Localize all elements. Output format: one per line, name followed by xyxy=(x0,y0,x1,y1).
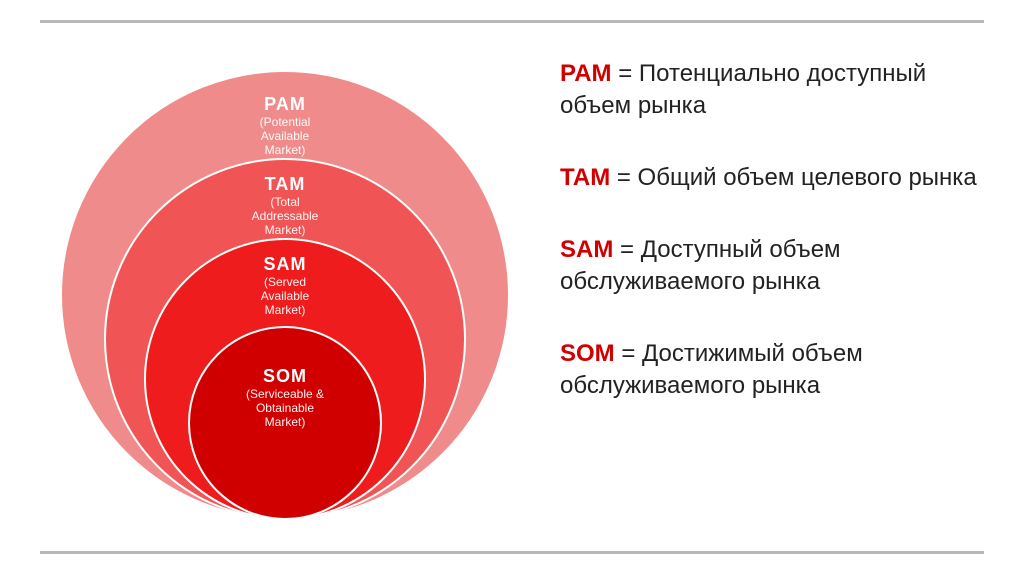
definition-pam: PAM = Потенциально доступный объем рынка xyxy=(560,58,984,122)
definition-som: SOM = Достижимый объем обслуживаемого ры… xyxy=(560,338,984,402)
definition-text-tam: = Общий объем целевого рынка xyxy=(610,164,976,191)
divider-bottom xyxy=(40,551,984,554)
circle-label-som: SOM(Serviceable &ObtainableMarket) xyxy=(190,366,380,429)
circle-acronym-tam: TAM xyxy=(106,174,464,195)
divider-top xyxy=(40,20,984,23)
circle-acronym-sam: SAM xyxy=(146,254,424,275)
circle-som: SOM(Serviceable &ObtainableMarket) xyxy=(188,326,382,520)
definition-tam: TAM = Общий объем целевого рынка xyxy=(560,162,984,194)
circle-label-tam: TAM(TotalAddressableMarket) xyxy=(106,174,464,237)
definition-acronym-sam: SAM xyxy=(560,236,613,263)
definition-sam: SAM = Доступный объем обслуживаемого рын… xyxy=(560,234,984,298)
circle-subtitle-pam: (PotentialAvailableMarket) xyxy=(62,115,508,157)
circle-subtitle-tam: (TotalAddressableMarket) xyxy=(106,195,464,237)
definitions-list: PAM = Потенциально доступный объем рынка… xyxy=(560,58,984,442)
definition-text-pam: = Потенциально доступный объем рынка xyxy=(560,60,926,119)
definition-acronym-tam: TAM xyxy=(560,164,610,191)
circle-subtitle-sam: (ServedAvailableMarket) xyxy=(146,275,424,317)
definition-acronym-pam: PAM xyxy=(560,60,612,87)
circle-subtitle-som: (Serviceable &ObtainableMarket) xyxy=(190,387,380,429)
circle-label-sam: SAM(ServedAvailableMarket) xyxy=(146,254,424,317)
market-circles-diagram: PAM(PotentialAvailableMarket) TAM(TotalAd… xyxy=(60,60,510,530)
circle-acronym-pam: PAM xyxy=(62,94,508,115)
circle-acronym-som: SOM xyxy=(190,366,380,387)
circle-label-pam: PAM(PotentialAvailableMarket) xyxy=(62,94,508,157)
definition-acronym-som: SOM xyxy=(560,340,615,367)
